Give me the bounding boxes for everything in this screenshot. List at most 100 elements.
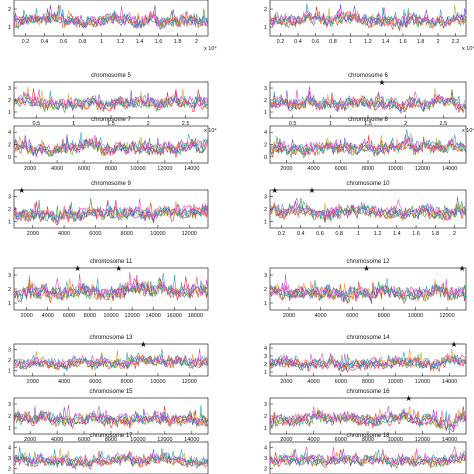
x-tick-label: 2000 [280,437,292,443]
chart-panel-6: chromosome 8 0 2 4 2000 4000 6000 8000 10000 1200… [264,117,467,172]
x-tick-label: 0.2 [277,39,285,45]
y-tick-label: 1 [264,110,267,116]
series-line [13,348,209,368]
series-line [13,90,209,111]
chart-panel-3: chromosome 5 1 2 3 0.5 1 1.5 2 2.5 x 10⁴ [8,73,217,134]
x-tick-label: 12000 [415,437,430,443]
x-tick-label: 6000 [89,231,101,237]
star-marker: ★ [378,78,385,87]
y-tick-label: 3 [8,194,11,200]
chart-panel-12: chromosome 14 1 2 3 4 2000 4000 6000 8000 10000 12… [264,335,467,385]
x-tick-label: 10000 [408,313,423,319]
panel-title: chromosome 12 [346,259,390,265]
x-tick-label: 4000 [42,313,54,319]
y-tick-label: 3 [8,86,11,92]
x-tick-label: 1 [72,121,75,127]
x-tick-label: 1.5 [364,121,372,127]
x-tick-label: 6000 [89,379,101,385]
y-tick-label: 1 [8,301,11,307]
star-marker: ★ [363,264,370,273]
y-tick-label: 3 [8,347,11,353]
x-tick-label: 2000 [21,313,33,319]
x-tick-label: 4000 [58,379,70,385]
x-tick-label: 0.6 [316,231,324,237]
y-tick-label: 1 [8,25,11,31]
x-tick-label: 1 [357,231,360,237]
x-tick-label: 1.6 [155,39,163,45]
x-tick-label: 1.4 [393,231,401,237]
x-tick-label: 2000 [283,313,295,319]
star-marker: ★ [271,186,278,195]
series-line [269,446,467,466]
x-tick-label: 8000 [362,437,374,443]
series-line [13,198,209,220]
x-tick-label: 6000 [63,313,75,319]
panel-title: chromosome 17 [89,433,133,439]
x-tick-label: 10000 [103,313,118,319]
chart-panel-10: chromosome 12 1 2 3 2000 4000 6000 8000 10000 120… [264,259,467,319]
series-line [13,451,209,466]
y-tick-label: 2 [264,414,267,420]
x-exponent-label: x 10⁴ [462,127,474,134]
y-tick-label: 2 [8,98,11,104]
star-marker: ★ [18,186,25,195]
panel-title: chromosome 14 [346,335,390,341]
series-line [269,353,467,369]
chart-panel-14: chromosome 16 1 2 3 2000 4000 6000 8000 10000 120… [264,389,467,443]
x-tick-label: 12000 [157,437,172,443]
y-tick-label: 1 [264,426,267,432]
y-tick-label: 1 [264,25,267,31]
x-tick-label: 4000 [314,313,326,319]
series-line [13,349,209,369]
x-exponent-label: x 10⁴ [462,45,474,52]
series-line [13,450,209,470]
x-tick-label: 1.2 [364,39,372,45]
x-tick-label: 2.5 [182,121,190,127]
y-tick-label: 1 [264,220,267,226]
x-tick-label: 0.8 [79,39,87,45]
y-tick-label: 2 [264,7,267,13]
y-tick-label: 4 [264,130,267,136]
y-tick-label: 4 [264,445,267,451]
x-tick-label: 0.4 [297,231,305,237]
chart-panel-11: chromosome 13 1 2 3 2000 4000 6000 8000 10000 120… [8,335,209,385]
star-marker: ★ [115,264,122,273]
panel-title: chromosome 13 [89,335,133,341]
x-tick-label: 1.4 [136,39,144,45]
x-tick-label: 2 [436,39,439,45]
x-tick-label: 0.8 [329,39,337,45]
x-tick-label: 16000 [167,313,182,319]
x-tick-label: 6000 [335,379,347,385]
y-tick-label: 2 [8,414,11,420]
chart-panel-16: chromosome 18 2 3 4 [264,433,467,474]
x-tick-label: 8000 [121,231,133,237]
y-tick-label: 3 [264,194,267,200]
x-tick-label: 14000 [442,437,457,443]
chart-panel-5: chromosome 7 0 2 4 2000 4000 6000 8000 10000 1200… [8,117,209,172]
series-line [13,4,209,28]
x-tick-label: 1 [100,39,103,45]
x-tick-label: 1.2 [117,39,125,45]
panel-title: chromosome 6 [348,73,388,79]
x-tick-label: 0.5 [33,121,41,127]
x-tick-label: 1.5 [107,121,115,127]
y-tick-label: 3 [264,273,267,279]
chart-panel-2: 1 2 0.2 0.4 0.6 0.8 1 1.2 1.4 1.6 1.8 2 2.2x 10⁴ [264,0,474,52]
y-tick-label: 4 [264,346,267,352]
x-tick-label: 2000 [280,379,292,385]
series-line [269,200,467,222]
panel-title: chromosome 8 [348,117,388,123]
x-tick-label: 4000 [307,437,319,443]
y-tick-label: 2 [8,287,11,293]
x-tick-label: 1 [329,121,332,127]
x-tick-label: 12000 [439,313,454,319]
x-tick-label: 1.8 [431,231,439,237]
x-tick-label: 0.4 [41,39,49,45]
x-tick-label: 1.2 [374,231,382,237]
series-line [13,272,209,302]
x-tick-label: 2 [453,231,456,237]
x-tick-label: 10000 [388,379,403,385]
y-tick-label: 3 [8,273,11,279]
x-tick-label: 12000 [182,379,197,385]
